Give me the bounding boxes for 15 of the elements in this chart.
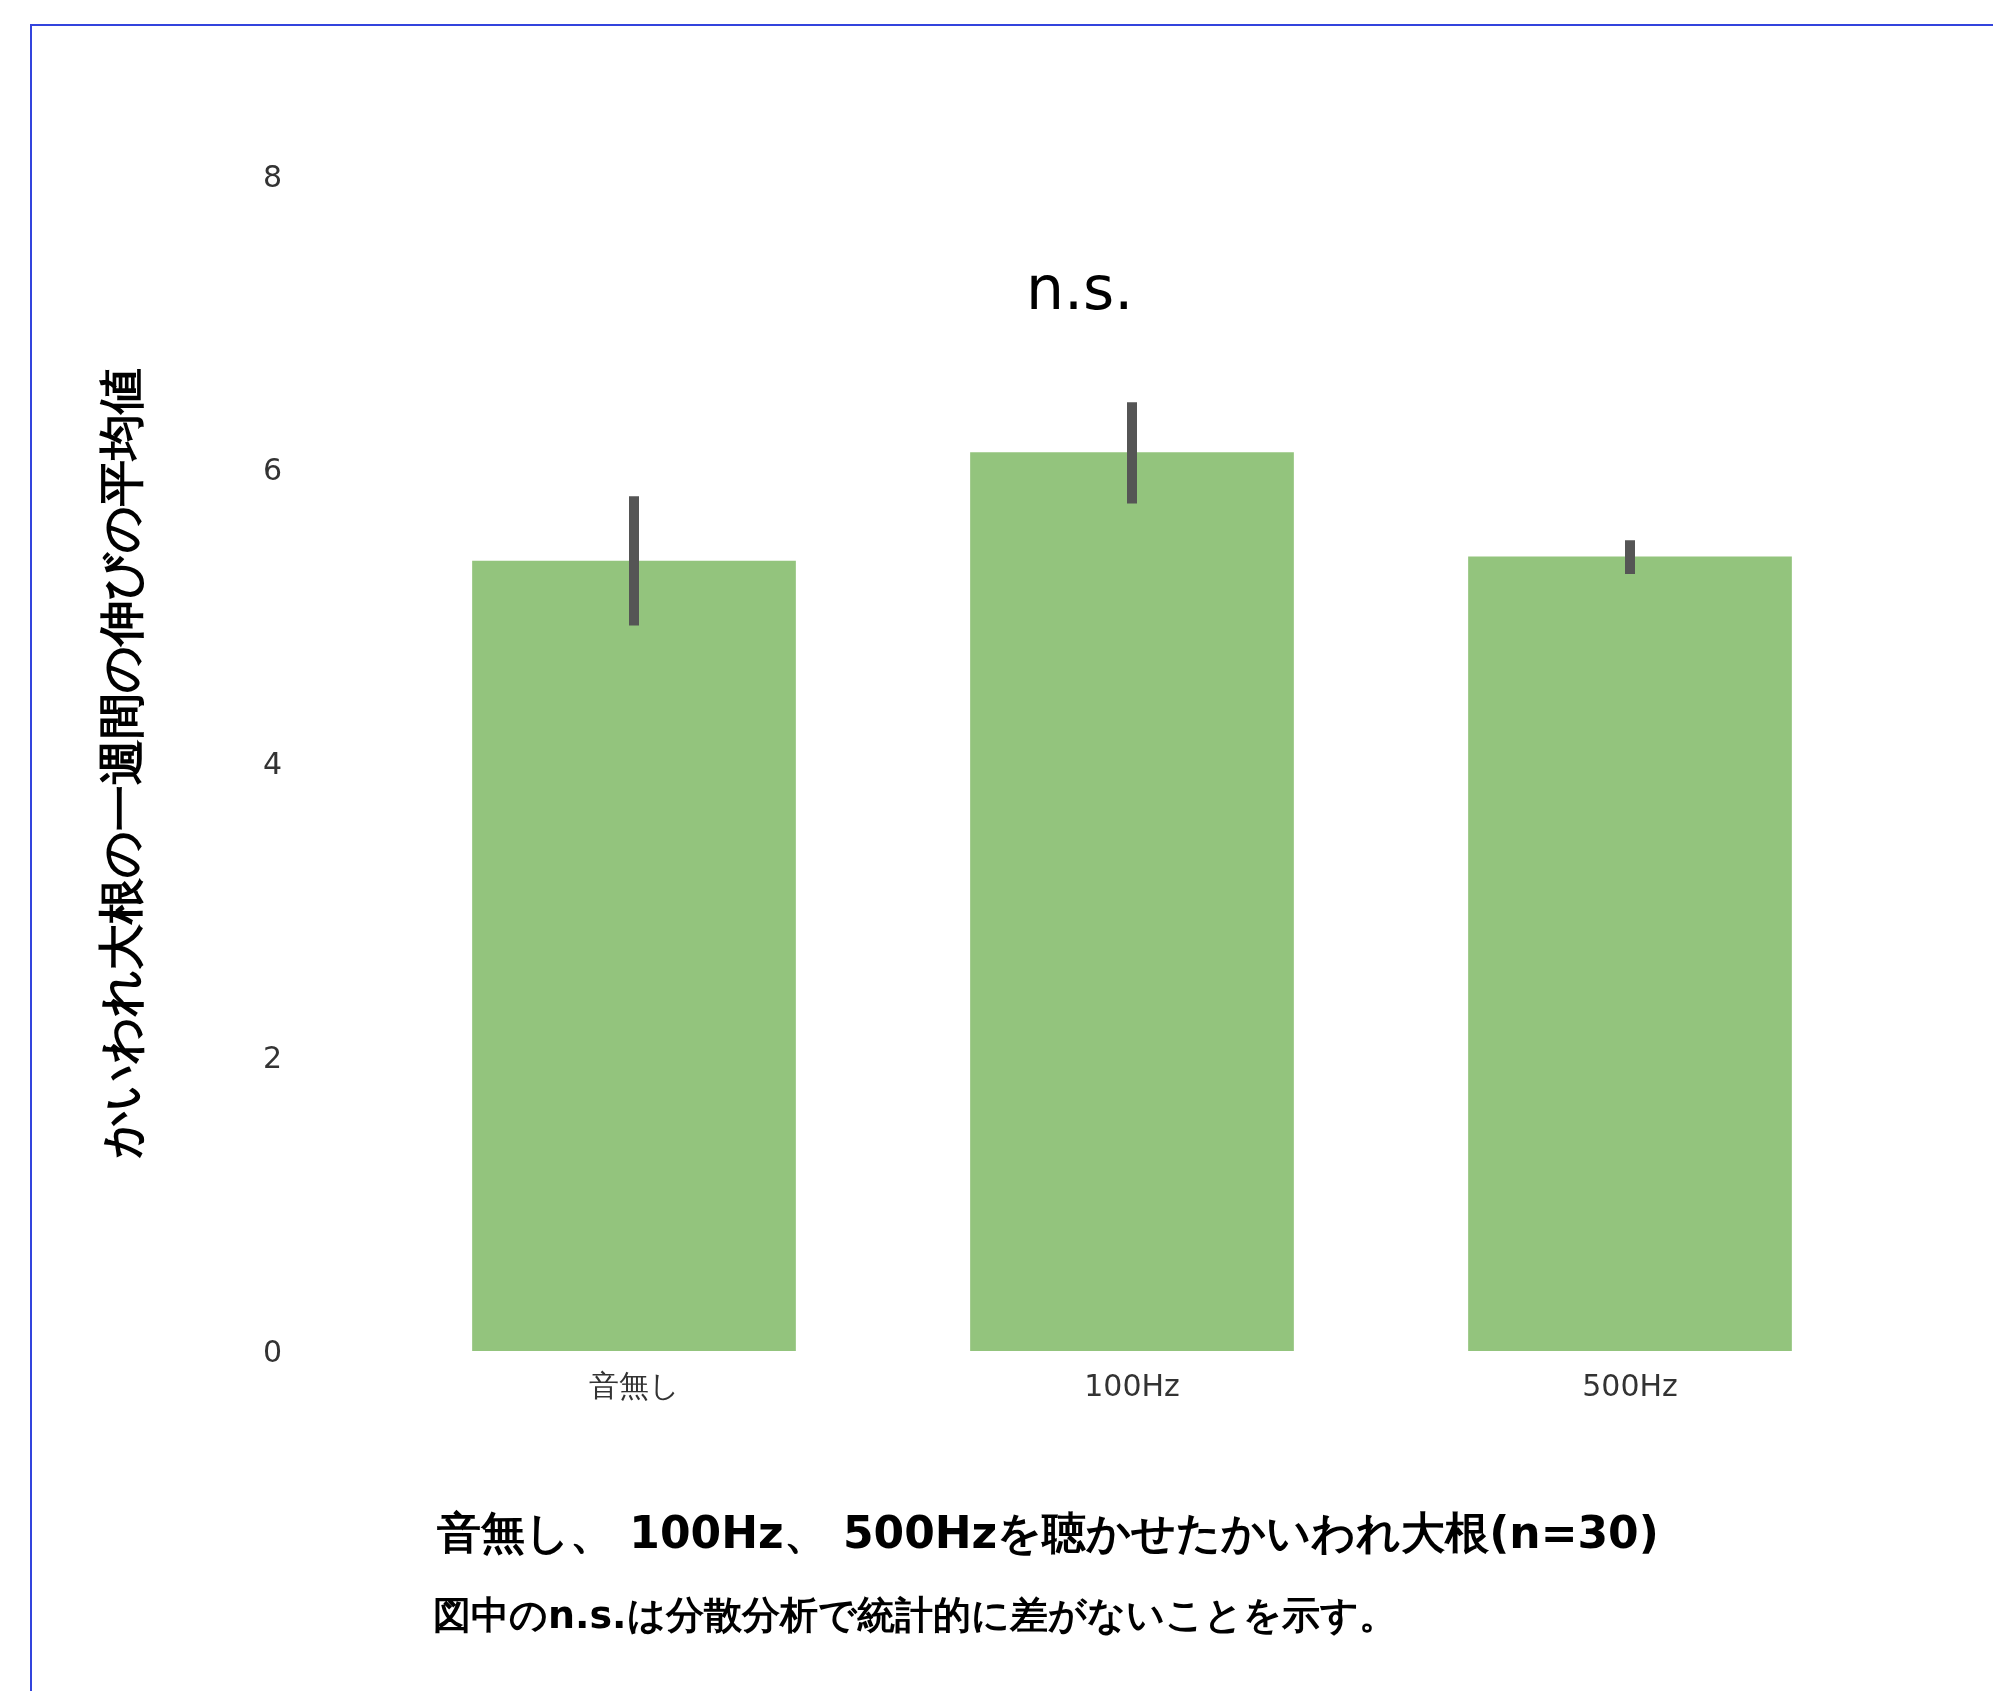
annotation: n.s. <box>1026 253 1134 323</box>
y-tick-label: 6 <box>262 452 282 488</box>
y-tick-label: 2 <box>262 1039 282 1075</box>
y-tick-label: 4 <box>262 746 282 781</box>
x-axis-title: 音無し、 100Hz、 500Hzを聴かせたかいわれ大根(n=30) <box>437 1507 1659 1558</box>
bar <box>970 452 1294 1351</box>
x-tick-label: 500Hz <box>1582 1368 1678 1403</box>
y-axis-title: かいわれ大根の一週間の伸びの平均値 <box>94 368 149 1160</box>
text: 図中のn.s.は分散分析で統計的に差がないことを示す。 <box>433 1593 1397 1637</box>
x-tick-label: 100Hz <box>1084 1368 1180 1403</box>
y-tick-label: 0 <box>262 1333 282 1369</box>
x-tick-label: 音無し <box>588 1368 680 1403</box>
y-tick-label: 8 <box>262 158 282 194</box>
bar <box>1468 556 1792 1351</box>
bar <box>472 560 796 1351</box>
